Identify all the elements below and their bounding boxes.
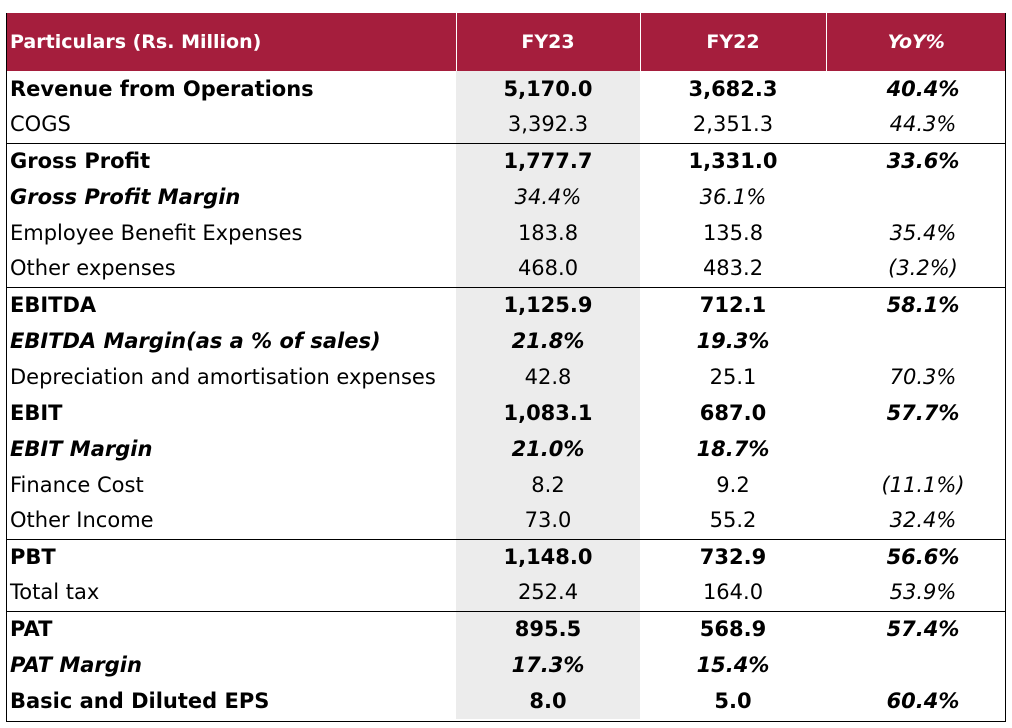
cell-fy23: 73.0 bbox=[456, 503, 640, 539]
row-gross-profit: Gross Profit 1,777.7 1,331.0 33.6% bbox=[6, 142, 1006, 179]
cell-fy23: 1,083.1 bbox=[456, 395, 640, 431]
row-finance-cost: Finance Cost 8.2 9.2 (11.1%) bbox=[6, 467, 1006, 503]
cell-yoy bbox=[826, 179, 1006, 215]
cell-fy23: 8.0 bbox=[456, 683, 640, 719]
cell-fy22: 36.1% bbox=[699, 184, 767, 209]
cell-fy23: 895.5 bbox=[456, 610, 640, 647]
cell-fy23: 8.2 bbox=[456, 467, 640, 503]
cell-fy22: 712.1 bbox=[640, 286, 826, 323]
cell-fy22: 2,351.3 bbox=[692, 112, 774, 137]
row-other-expenses: Other expenses 468.0 483.2 (3.2%) bbox=[6, 251, 1006, 287]
cell-yoy bbox=[826, 647, 1006, 683]
row-total-tax: Total tax 252.4 164.0 53.9% bbox=[6, 575, 1006, 611]
financial-summary-table: Particulars (Rs. Million) FY23 FY22 YoY%… bbox=[6, 13, 1006, 719]
row-label: PAT Margin bbox=[10, 652, 142, 677]
cell-fy23: 3,392.3 bbox=[456, 107, 640, 143]
cell-yoy: (3.2%) bbox=[888, 256, 958, 281]
row-depreciation-amortisation: Depreciation and amortisation expenses 4… bbox=[6, 359, 1006, 395]
cell-fy23: 252.4 bbox=[456, 575, 640, 611]
cell-fy22: 732.9 bbox=[640, 538, 826, 575]
cell-fy22: 3,682.3 bbox=[688, 76, 778, 101]
row-label: Other expenses bbox=[10, 256, 176, 281]
cell-yoy: 32.4% bbox=[889, 508, 957, 533]
row-label: Other Income bbox=[10, 508, 154, 533]
cell-fy22: 15.4% bbox=[696, 652, 770, 677]
cell-fy22: 25.1 bbox=[709, 364, 757, 389]
header-row: Particulars (Rs. Million) FY23 FY22 YoY% bbox=[6, 13, 1006, 71]
row-other-income: Other Income 73.0 55.2 32.4% bbox=[6, 503, 1006, 539]
cell-yoy bbox=[826, 431, 1006, 467]
row-ebit: EBIT 1,083.1 687.0 57.7% bbox=[6, 395, 1006, 431]
cell-yoy: 57.4% bbox=[826, 610, 1006, 647]
cell-fy23: 21.8% bbox=[456, 323, 640, 359]
row-label: Basic and Diluted EPS bbox=[10, 688, 270, 713]
row-ebitda-margin: EBITDA Margin(as a % of sales) 21.8% 19.… bbox=[6, 323, 1006, 359]
cell-fy23: 468.0 bbox=[456, 251, 640, 287]
cell-fy22: 568.9 bbox=[640, 610, 826, 647]
row-label: EBIT bbox=[10, 400, 63, 425]
cell-fy23: 183.8 bbox=[456, 215, 640, 251]
row-label: Revenue from Operations bbox=[10, 76, 314, 101]
cell-fy23: 42.8 bbox=[456, 359, 640, 395]
row-basic-diluted-eps: Basic and Diluted EPS 8.0 5.0 60.4% bbox=[6, 683, 1006, 719]
row-cogs: COGS 3,392.3 2,351.3 44.3% bbox=[6, 107, 1006, 143]
cell-fy22: 55.2 bbox=[709, 508, 757, 533]
row-label: Total tax bbox=[10, 580, 100, 605]
row-pat: PAT 895.5 568.9 57.4% bbox=[6, 610, 1006, 647]
row-pat-margin: PAT Margin 17.3% 15.4% bbox=[6, 647, 1006, 683]
cell-fy23: 21.0% bbox=[456, 431, 640, 467]
row-label: Gross Profit bbox=[6, 142, 456, 179]
cell-yoy: 58.1% bbox=[826, 286, 1006, 323]
cell-yoy: 44.3% bbox=[889, 112, 957, 137]
row-label: EBITDA Margin(as a % of sales) bbox=[10, 328, 381, 353]
cell-yoy: 40.4% bbox=[886, 76, 960, 101]
row-label: EBITDA bbox=[6, 286, 456, 323]
cell-yoy: 60.4% bbox=[886, 688, 960, 713]
cell-yoy: 33.6% bbox=[826, 142, 1006, 179]
row-label: EBIT Margin bbox=[10, 436, 153, 461]
row-label: Finance Cost bbox=[10, 472, 144, 497]
cell-fy23: 1,148.0 bbox=[456, 538, 640, 575]
row-gross-profit-margin: Gross Profit Margin 34.4% 36.1% bbox=[6, 179, 1006, 215]
row-label: PBT bbox=[6, 538, 456, 575]
cell-yoy: 53.9% bbox=[889, 580, 957, 605]
row-pbt: PBT 1,148.0 732.9 56.6% bbox=[6, 538, 1006, 575]
cell-fy23: 1,777.7 bbox=[456, 142, 640, 179]
row-ebit-margin: EBIT Margin 21.0% 18.7% bbox=[6, 431, 1006, 467]
cell-yoy: 56.6% bbox=[826, 538, 1006, 575]
cell-fy22: 1,331.0 bbox=[640, 142, 826, 179]
header-fy23: FY23 bbox=[455, 13, 640, 71]
header-particulars: Particulars (Rs. Million) bbox=[6, 13, 456, 71]
row-label: PAT bbox=[6, 610, 456, 647]
cell-fy22: 687.0 bbox=[699, 400, 767, 425]
cell-fy22: 18.7% bbox=[696, 436, 770, 461]
cell-yoy: 57.7% bbox=[886, 400, 960, 425]
cell-fy22: 5.0 bbox=[714, 688, 752, 713]
cell-yoy: 35.4% bbox=[889, 220, 957, 245]
row-label: Depreciation and amortisation expenses bbox=[10, 364, 436, 389]
cell-fy23: 5,170.0 bbox=[456, 71, 640, 107]
row-label: Employee Benefit Expenses bbox=[10, 220, 303, 245]
cell-fy22: 164.0 bbox=[702, 580, 764, 605]
cell-fy22: 19.3% bbox=[696, 328, 770, 353]
header-fy22: FY22 bbox=[639, 13, 826, 71]
cell-yoy: 70.3% bbox=[889, 364, 957, 389]
cell-fy23: 17.3% bbox=[456, 647, 640, 683]
header-yoy: YoY% bbox=[825, 13, 1006, 71]
cell-fy22: 9.2 bbox=[716, 472, 750, 497]
row-label: COGS bbox=[10, 112, 71, 137]
cell-fy23: 1,125.9 bbox=[456, 286, 640, 323]
cell-yoy: (11.1%) bbox=[881, 472, 965, 497]
row-ebitda: EBITDA 1,125.9 712.1 58.1% bbox=[6, 286, 1006, 323]
cell-fy23: 34.4% bbox=[456, 179, 640, 215]
cell-fy22: 135.8 bbox=[702, 220, 764, 245]
cell-yoy bbox=[826, 323, 1006, 359]
cell-fy22: 483.2 bbox=[702, 256, 764, 281]
row-revenue-from-operations: Revenue from Operations 5,170.0 3,682.3 … bbox=[6, 71, 1006, 107]
row-label: Gross Profit Margin bbox=[10, 184, 241, 209]
row-employee-benefit-expenses: Employee Benefit Expenses 183.8 135.8 35… bbox=[6, 215, 1006, 251]
